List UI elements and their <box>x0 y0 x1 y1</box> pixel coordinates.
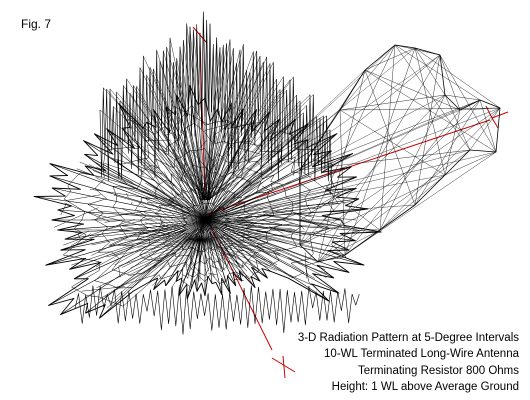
y-axis-marker-b <box>491 111 509 119</box>
x-axis <box>204 214 273 351</box>
caption-line-1: 3-D Radiation Pattern at 5-Degree Interv… <box>297 332 519 344</box>
coordinate-axes <box>192 26 509 379</box>
y-axis-marker-c <box>491 117 499 129</box>
caption: 3-D Radiation Pattern at 5-Degree Interv… <box>298 330 519 396</box>
wireframe-mesh <box>33 11 501 335</box>
figure-label: Fig. 7 <box>21 17 52 31</box>
caption-line-3: Terminating Resistor 800 Ohms <box>357 364 519 377</box>
lower-fringe-edge <box>74 285 360 335</box>
caption-line-4: Height: 1 WL above Average Ground <box>331 381 519 394</box>
caption-line-2: 10-WL Terminated Long-Wire Antenna <box>324 348 519 361</box>
x-axis-marker-b <box>282 355 286 379</box>
right-lobe-outline <box>299 44 501 263</box>
